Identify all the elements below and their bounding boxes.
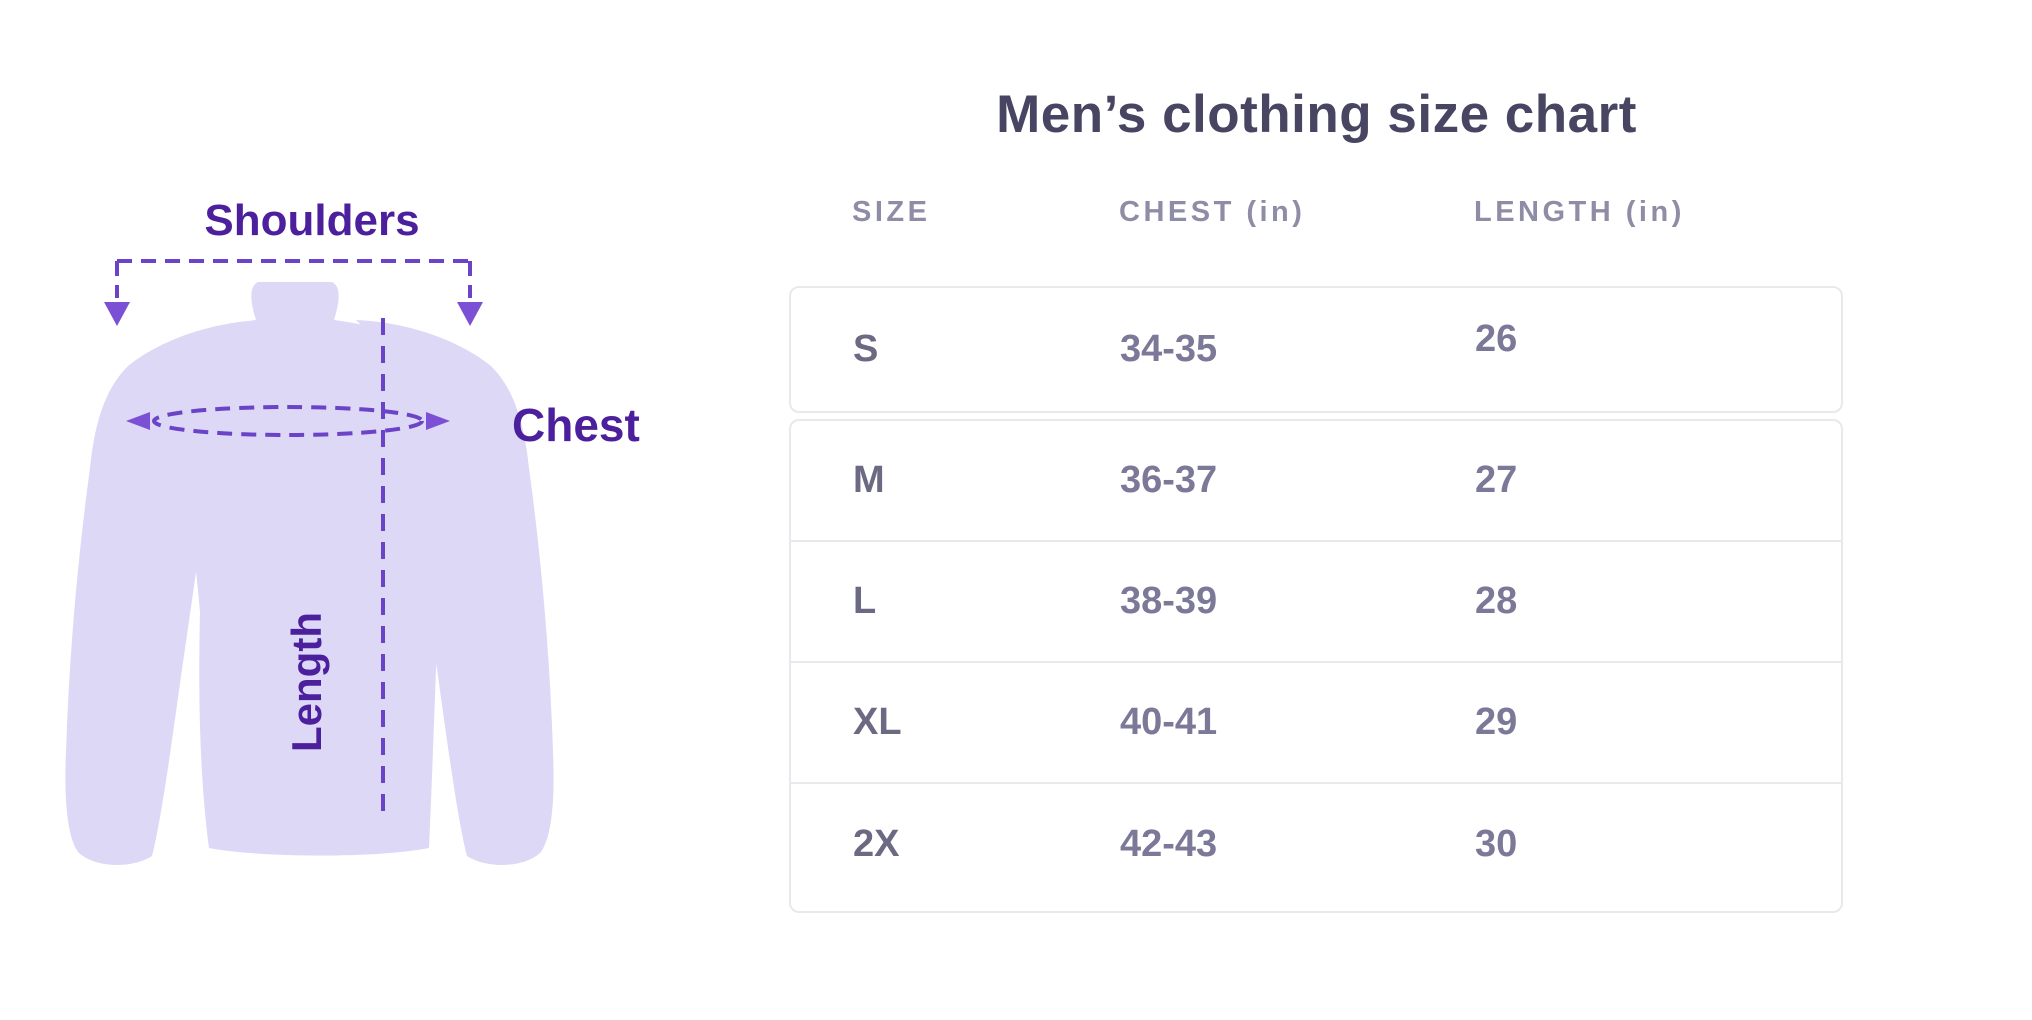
size-cell: S [853,328,879,370]
chest-cell: 38-39 [1120,580,1218,622]
length-label: Length [283,612,330,752]
shoulders-arrow-left-icon [104,302,130,326]
shoulders-label: Shoulders [204,196,420,245]
chest-arrow-right-icon [426,412,450,430]
length-cell: 30 [1475,823,1518,865]
table-row: 2X 42-43 30 [791,784,1841,905]
table-row: S 34-35 26 [791,288,1841,411]
chest-arrow-left-icon [126,412,150,430]
chest-cell: 40-41 [1120,701,1218,743]
length-cell: 29 [1475,701,1518,743]
column-header-length: LENGTH (in) [1474,195,1685,228]
shirt-graphic [65,282,554,865]
size-cell: L [853,580,877,622]
length-cell: 27 [1475,459,1518,501]
chest-cell: 42-43 [1120,823,1218,865]
column-header-size: SIZE [852,195,931,228]
page-title: Men’s clothing size chart [996,85,1637,144]
length-cell: 26 [1475,318,1518,360]
column-header-chest: CHEST (in) [1119,195,1306,228]
chest-cell: 36-37 [1120,459,1218,501]
shoulders-arrow-right-icon [457,302,483,326]
shoulders-bracket [115,259,472,298]
table-row: M 36-37 27 [791,421,1841,542]
shirt-right-sleeve [356,320,554,865]
chest-ellipse [152,405,424,437]
size-cell: M [853,459,885,501]
length-cell: 28 [1475,580,1518,622]
table-row: XL 40-41 29 [791,663,1841,784]
shirt-diagram [65,259,554,865]
size-cell: 2X [853,823,900,865]
size-row-card-s: S 34-35 26 [789,286,1843,413]
size-rows-card-group: M 36-37 27 L 38-39 28 XL 40-41 29 2X 42-… [789,419,1843,913]
table-header-row: SIZE CHEST (in) LENGTH (in) [790,187,1843,237]
size-cell: XL [853,701,902,743]
chest-cell: 34-35 [1120,328,1218,370]
chest-label: Chest [512,399,640,451]
shirt-left-sleeve [65,320,263,865]
table-row: L 38-39 28 [791,542,1841,663]
